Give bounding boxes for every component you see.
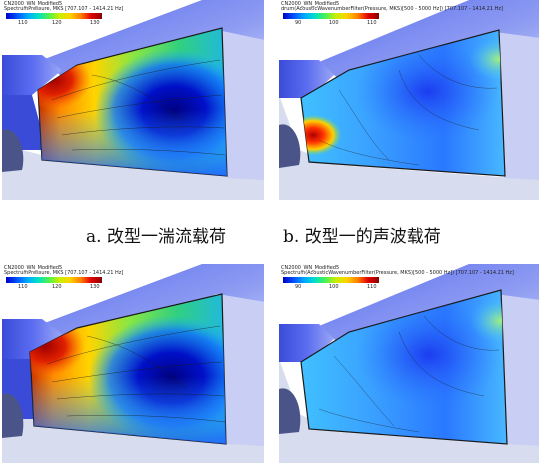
panel-a-turbulent-load: CN2000_WN_Modified5 SpectrumPressure, MK…: [2, 0, 264, 200]
panel-c-header-title: CN2000_WN_Modified5: [4, 265, 63, 271]
panel-d-figure: [279, 264, 539, 463]
panel-c-tick-2: 120: [52, 284, 62, 290]
panel-c-tick-1: 110: [18, 284, 28, 290]
panel-a-colorbar: [6, 13, 102, 19]
panel-c-colorbar: [6, 277, 102, 283]
panel-a-figure: [2, 0, 264, 200]
panel-d-tick-1: 90: [295, 284, 302, 290]
panel-a-tick-1: 110: [18, 20, 28, 26]
panel-d-header-title: CN2000_WN_Modified5: [281, 265, 340, 271]
panel-b-header-title: CN2000_WN_Modified5: [281, 1, 340, 7]
panel-d-tick-3: 110: [367, 284, 377, 290]
panel-a-header-subtitle: SpectrumPressure, MKS [707.107 - 1414.21…: [4, 6, 124, 12]
panel-b-tick-2: 100: [329, 20, 339, 26]
caption-a: a. 改型一湍流载荷: [86, 227, 226, 247]
panel-b-header-subtitle: drum(AcousticWavenumberFilter(Pressure, …: [281, 6, 503, 12]
panel-b-acoustic-load: CN2000_WN_Modified5 drum(AcousticWavenum…: [279, 0, 539, 200]
panel-c-figure: [2, 264, 264, 463]
panel-c-tick-3: 130: [90, 284, 100, 290]
panel-c-turbulent-load: CN2000_WN_Modified5 SpectrumPressure, MK…: [2, 264, 264, 463]
panel-a-header-title: CN2000_WN_Modified5: [4, 1, 63, 7]
panel-b-tick-3: 110: [367, 20, 377, 26]
panel-b-figure: [279, 0, 539, 200]
panel-a-tick-2: 120: [52, 20, 62, 26]
panel-d-header-subtitle: Spectrum(AcousticWavenumberFilter(Pressu…: [281, 270, 514, 276]
caption-b: b. 改型一的声波载荷: [283, 227, 441, 247]
panel-c-header-subtitle: SpectrumPressure, MKS [707.107 - 1414.21…: [4, 270, 124, 276]
panel-d-tick-2: 100: [329, 284, 339, 290]
panel-b-colorbar: [283, 13, 379, 19]
panel-d-colorbar: [283, 277, 379, 283]
panel-b-tick-1: 90: [295, 20, 302, 26]
panel-a-tick-3: 130: [90, 20, 100, 26]
panel-d-acoustic-load: CN2000_WN_Modified5 Spectrum(AcousticWav…: [279, 264, 539, 463]
